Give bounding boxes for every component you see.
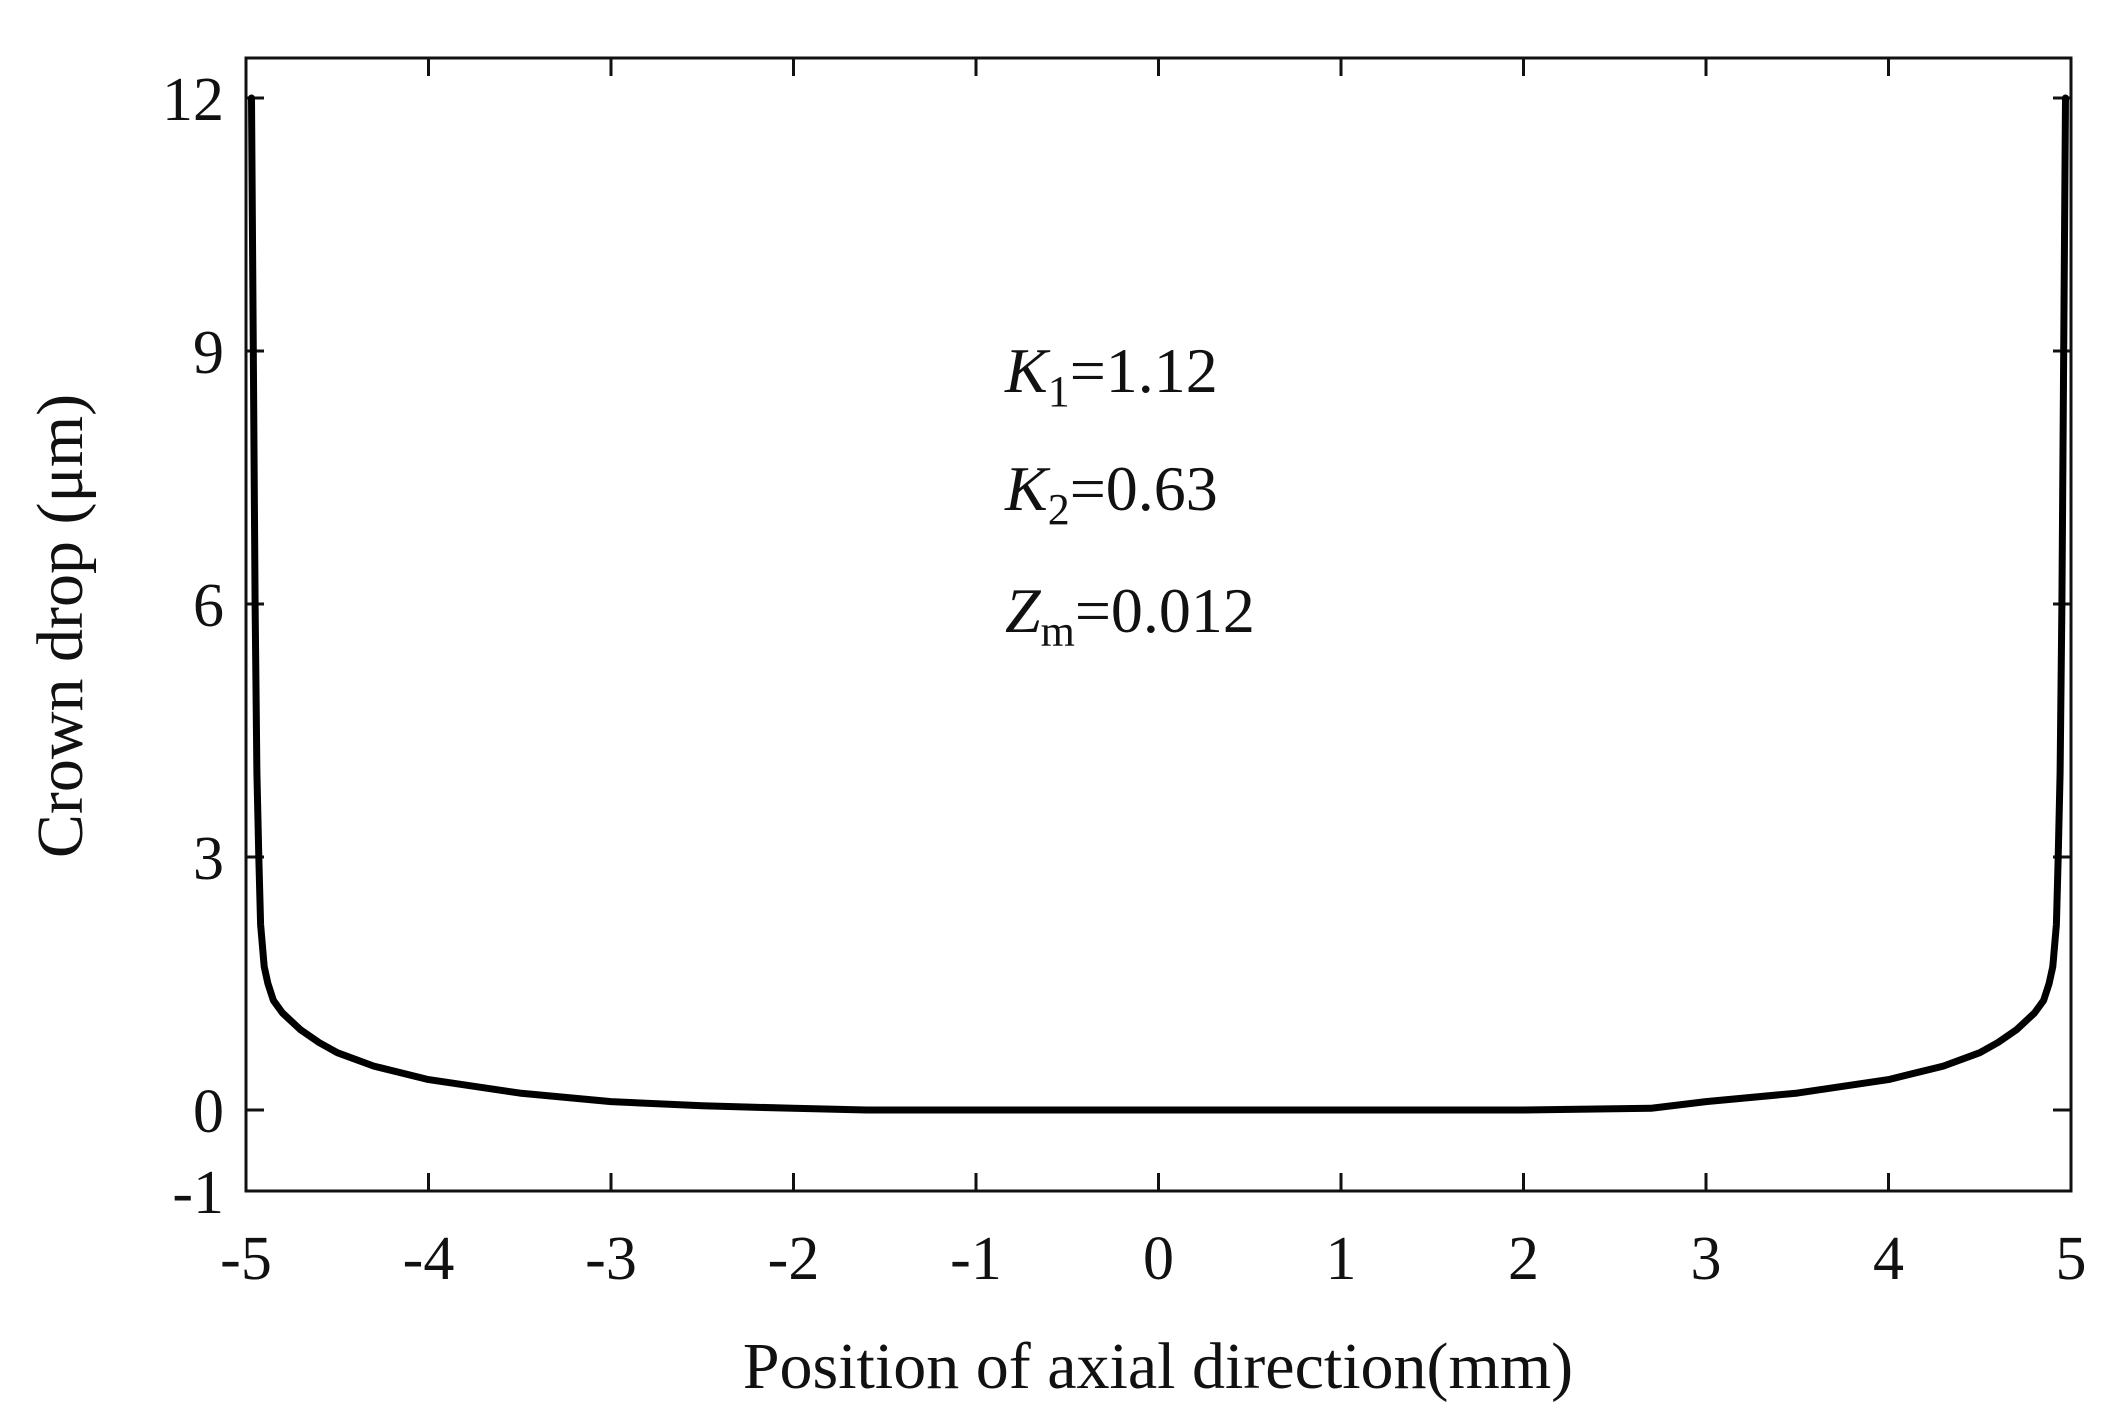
annotation-k2: K2=0.63 xyxy=(1004,453,1218,534)
x-tick-label: 1 xyxy=(1326,1225,1357,1293)
annotation-k2-subscript: 2 xyxy=(1048,485,1070,534)
y-tick-label: 6 xyxy=(193,572,224,640)
x-tick-label: 3 xyxy=(1691,1225,1722,1293)
x-ticks xyxy=(244,58,2073,1191)
annotation-k1-subscript: 1 xyxy=(1048,367,1070,416)
x-tick-label: 4 xyxy=(1873,1225,1904,1293)
y-tick-label: 0 xyxy=(193,1078,224,1146)
annotation-k2-symbol: K xyxy=(1004,453,1051,524)
annotation-k1-symbol: K xyxy=(1004,335,1051,406)
y-tick-label: 12 xyxy=(162,66,224,134)
x-axis-title: Position of axial direction(mm) xyxy=(743,1330,1573,1403)
x-tick-label: 0 xyxy=(1143,1225,1174,1293)
y-axis-title: Crown drop (μm) xyxy=(24,394,97,858)
annotation-k1-value: =1.12 xyxy=(1070,335,1218,406)
x-tick-label: -3 xyxy=(585,1225,637,1293)
x-tick-label: -5 xyxy=(220,1225,272,1293)
annotation-zm-symbol: Z xyxy=(1005,575,1042,646)
annotation-zm: Zm=0.012 xyxy=(1005,575,1255,656)
x-tick-label: 5 xyxy=(2056,1225,2087,1293)
x-tick-label: 2 xyxy=(1508,1225,1539,1293)
y-tick-label: 3 xyxy=(193,825,224,893)
y-tick-label: -1 xyxy=(172,1159,224,1227)
crown-drop-curve xyxy=(248,94,2069,1114)
annotation-k1: K1=1.12 xyxy=(1004,335,1218,416)
annotation-zm-value: =0.012 xyxy=(1075,575,1255,646)
x-tick-label: -2 xyxy=(768,1225,820,1293)
annotation-k2-value: =0.63 xyxy=(1070,453,1218,524)
x-tick-labels: -5 -4 -3 -2 -1 0 1 2 3 4 5 xyxy=(220,1225,2086,1293)
x-tick-label: -1 xyxy=(950,1225,1002,1293)
y-tick-labels: -1 0 3 6 9 12 xyxy=(162,66,224,1227)
annotation-zm-subscript: m xyxy=(1041,607,1075,656)
x-tick-label: -4 xyxy=(403,1225,455,1293)
y-tick-label: 9 xyxy=(193,319,224,387)
